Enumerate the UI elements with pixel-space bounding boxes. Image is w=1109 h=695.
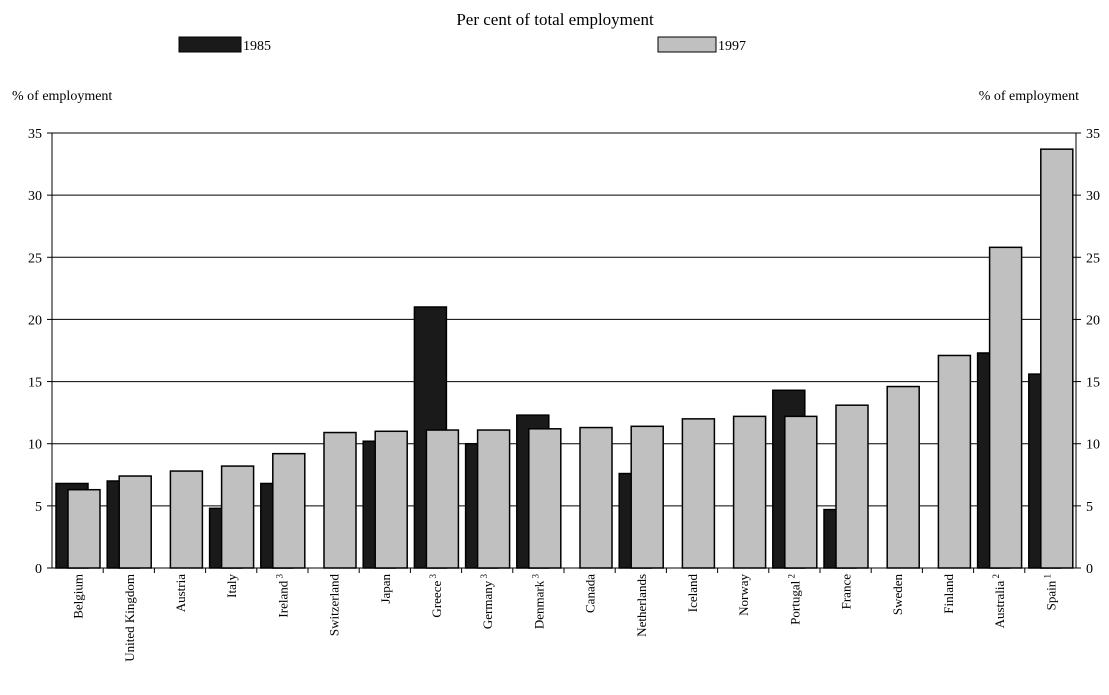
- x-tick-label-name: Greece: [429, 581, 444, 618]
- x-tick-label: Finland: [941, 574, 956, 614]
- x-tick-label-name: Sweden: [890, 574, 905, 616]
- x-tick-label-footnote: 2: [786, 574, 796, 581]
- x-tick-label-name: Belgium: [71, 574, 86, 619]
- x-tick-label-name: Japan: [378, 574, 393, 604]
- y-axis-left: 0 5 10 15 20 25 30 35: [28, 127, 52, 577]
- legend: 1985 1997: [178, 36, 746, 54]
- bar-1997-netherlands: [630, 425, 664, 569]
- bar-1997-ireland: [272, 452, 306, 569]
- x-tick-label: Ireland 3: [274, 574, 290, 618]
- y-axis-right: 0 5 10 15 20 25 30 35: [1076, 127, 1100, 577]
- x-tick-label: Iceland: [685, 574, 700, 613]
- x-tick-label: Norway: [736, 574, 751, 616]
- x-tick-label-footnote: 3: [274, 574, 284, 581]
- x-tick-label-name: Germany: [480, 580, 495, 629]
- x-tick-label: Canada: [583, 574, 598, 613]
- bar-1997-greece: [425, 429, 460, 569]
- x-axis: Belgium United Kingdom Austria Italy Ireland…: [71, 568, 1058, 662]
- x-tick-label-name: Norway: [736, 574, 751, 616]
- legend-label-1985: 1985: [243, 39, 271, 54]
- x-tick-label-name: Netherlands: [634, 574, 649, 637]
- x-tick-label: France: [839, 574, 854, 610]
- bar-1997-spain: [1040, 148, 1074, 569]
- y-tick-label-right: 30: [1086, 189, 1100, 204]
- y-tick-label-left: 25: [28, 251, 42, 266]
- x-tick-label-name: Australia: [992, 581, 1007, 629]
- y-tick-label-left: 30: [28, 189, 42, 204]
- bar-1997-australia: [988, 246, 1023, 569]
- x-tick-label: Sweden: [890, 574, 905, 616]
- plot-frame: [51, 132, 1077, 569]
- x-tick-label: Japan: [378, 574, 393, 604]
- y-tick-label-right: 10: [1086, 438, 1100, 453]
- bar-1997-switzerland: [323, 431, 357, 569]
- bar-1997-germany: [476, 429, 511, 569]
- x-tick-label-name: Ireland: [275, 580, 290, 617]
- x-tick-label: Netherlands: [634, 574, 649, 637]
- y-tick-label-right: 0: [1086, 562, 1093, 577]
- legend-swatch-1997: [657, 36, 717, 53]
- y-tick-label-right: 15: [1086, 376, 1100, 391]
- bar-1997-portugal: [784, 415, 818, 569]
- x-tick-label: Germany 3: [479, 574, 495, 630]
- x-tick-label: Belgium: [71, 574, 86, 619]
- x-tick-label: Spain 1: [1042, 574, 1058, 610]
- bar-1997-canada: [579, 426, 613, 569]
- x-tick-label-name: Denmark: [531, 580, 546, 629]
- y-tick-label-right: 25: [1086, 251, 1100, 266]
- bar-1997-sweden: [886, 385, 920, 569]
- x-tick-label: Australia 2: [991, 574, 1007, 628]
- bar-1997-denmark: [528, 428, 562, 569]
- chart-title: Per cent of total employment: [456, 10, 654, 29]
- y-tick-label-left: 10: [28, 438, 42, 453]
- bar-1997-norway: [732, 415, 767, 569]
- bar-1997-japan: [374, 430, 408, 569]
- x-tick-label: Greece 3: [428, 574, 444, 618]
- bar-1997-austria: [169, 470, 204, 569]
- y-tick-label-right: 5: [1086, 500, 1093, 515]
- x-tick-label-name: France: [839, 574, 854, 610]
- x-tick-label: Austria: [173, 574, 188, 613]
- x-tick-label-name: Portugal: [787, 580, 802, 624]
- y-tick-label-right: 35: [1086, 127, 1100, 142]
- x-tick-label-name: Austria: [173, 574, 188, 613]
- x-tick-label-name: Switzerland: [327, 574, 342, 637]
- bars: [55, 148, 1074, 569]
- x-tick-label-name: United Kingdom: [122, 574, 137, 662]
- y-tick-label-left: 35: [28, 127, 42, 142]
- x-tick-label: Portugal 2: [786, 574, 802, 625]
- x-tick-label: Switzerland: [327, 574, 342, 637]
- y-tick-label-left: 20: [28, 313, 42, 328]
- y-tick-label-left: 15: [28, 376, 42, 391]
- bar-1997-france: [835, 404, 869, 569]
- x-tick-label-footnote: 3: [479, 574, 489, 581]
- x-tick-label: Italy: [224, 574, 239, 598]
- bar-1997-united-kingdom: [118, 475, 152, 569]
- x-tick-label-name: Spain: [1043, 580, 1058, 610]
- y-axis-label-left: % of employment: [12, 89, 112, 104]
- legend-swatch-1985: [178, 36, 242, 53]
- x-tick-label-name: Italy: [224, 574, 239, 598]
- x-tick-label-footnote: 3: [428, 574, 438, 581]
- x-tick-label-name: Iceland: [685, 574, 700, 613]
- gridlines: [52, 194, 1076, 507]
- bar-1997-belgium: [67, 488, 101, 569]
- bar-1997-italy: [220, 465, 255, 569]
- bar-1997-finland: [937, 354, 972, 569]
- x-tick-label-name: Canada: [583, 574, 598, 613]
- legend-label-1997: 1997: [718, 39, 746, 54]
- x-tick-label: United Kingdom: [122, 574, 137, 662]
- bar-1997-iceland: [681, 418, 716, 569]
- x-tick-label-footnote: 1: [1042, 574, 1052, 581]
- x-tick-label-footnote: 2: [991, 574, 1001, 581]
- y-tick-label-left: 5: [35, 500, 42, 515]
- y-tick-label-right: 20: [1086, 313, 1100, 328]
- y-axis-label-right: % of employment: [979, 89, 1079, 104]
- x-tick-label-name: Finland: [941, 574, 956, 614]
- x-tick-label: Denmark 3: [530, 574, 546, 630]
- y-tick-label-left: 0: [35, 562, 42, 577]
- x-tick-label-footnote: 3: [530, 574, 540, 581]
